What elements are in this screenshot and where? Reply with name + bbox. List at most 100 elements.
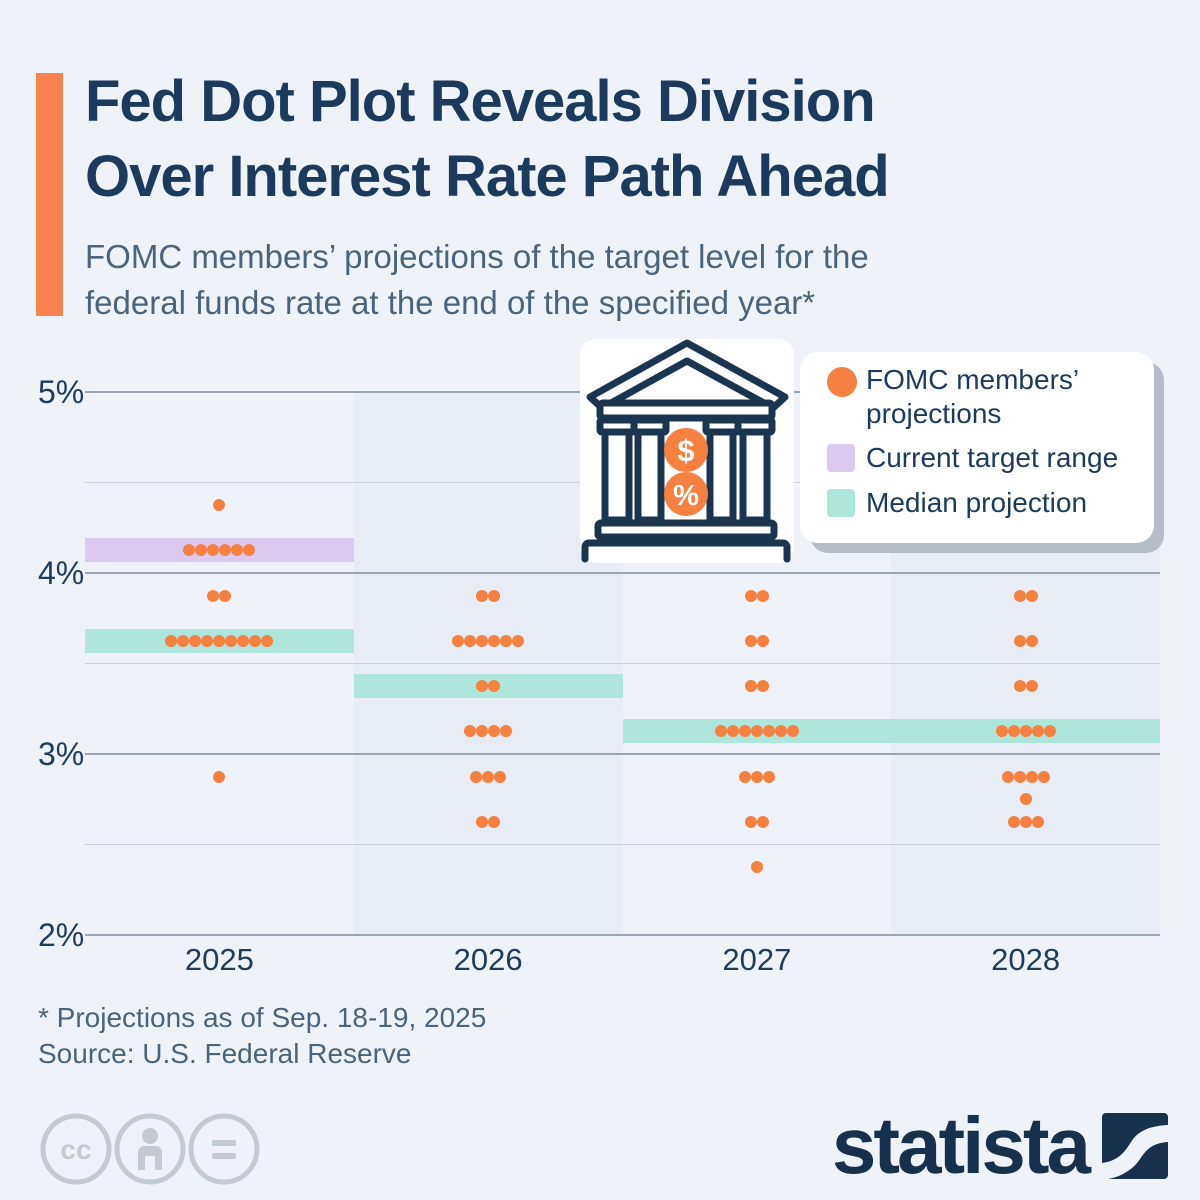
projection-dot-row — [1013, 680, 1038, 693]
projection-dot-row — [183, 544, 256, 557]
fomc-projection-dot — [995, 725, 1008, 738]
fomc-projection-dot — [726, 725, 739, 738]
gridline — [85, 934, 1160, 936]
fomc-projection-dot — [738, 770, 751, 783]
fomc-projection-dot — [1025, 589, 1038, 602]
x-axis-label-2028: 2028 — [991, 942, 1061, 977]
fomc-projection-dot — [744, 680, 757, 693]
fomc-projection-dot — [744, 815, 757, 828]
projection-dot-row — [995, 725, 1056, 738]
fomc-projection-dot — [482, 770, 495, 783]
fomc-projection-dot — [488, 634, 501, 647]
fomc-projection-dot — [494, 770, 507, 783]
fomc-projection-dot — [213, 499, 226, 512]
fomc-projection-dot — [476, 680, 489, 693]
projection-dot-row — [1013, 589, 1038, 602]
footnote: * Projections as of Sep. 18-19, 2025 — [38, 1002, 487, 1033]
y-axis-label: 4% — [38, 555, 85, 591]
fomc-projection-dot — [1031, 725, 1044, 738]
fomc-projection-dot — [1019, 793, 1032, 806]
x-axis-label-2027: 2027 — [722, 942, 792, 977]
legend-label-target-range: Current target range — [866, 442, 1119, 473]
bank-icon: $ % — [580, 339, 794, 563]
statista-logo[interactable]: statista — [832, 1100, 1168, 1192]
projection-dot-row — [1007, 815, 1044, 828]
fomc-projection-dot — [452, 634, 465, 647]
fomc-projection-dot — [1013, 634, 1026, 647]
projection-dot-row — [744, 589, 769, 602]
cc-icon[interactable] — [40, 1113, 112, 1185]
fomc-projection-dot — [225, 634, 238, 647]
projection-dot-row — [738, 770, 775, 783]
legend-label-median: Median projection — [866, 487, 1088, 518]
fomc-projection-dot — [1013, 589, 1026, 602]
fomc-projection-dot — [195, 544, 208, 557]
fomc-projection-dot — [183, 544, 196, 557]
y-axis-label: 2% — [38, 917, 85, 953]
equals-icon[interactable] — [188, 1113, 260, 1185]
projection-dot-row — [1001, 770, 1050, 783]
fomc-projection-dot — [786, 725, 799, 738]
fomc-projection-dot — [1013, 680, 1026, 693]
fomc-projection-dot — [464, 634, 477, 647]
fomc-projection-dot — [476, 634, 489, 647]
projection-dot-row — [750, 861, 763, 874]
fomc-projection-dot — [1007, 815, 1020, 828]
y-axis-label: 5% — [38, 374, 85, 410]
title-line-1: Fed Dot Plot Reveals Division — [85, 69, 876, 134]
fomc-projection-dot — [714, 725, 727, 738]
cc-license-icons[interactable]: cc — [38, 1110, 298, 1188]
fomc-projection-dot — [750, 725, 763, 738]
gridline — [85, 843, 1160, 845]
fomc-projection-dot — [476, 725, 489, 738]
fomc-projection-dot — [1025, 634, 1038, 647]
projection-dot-row — [714, 725, 799, 738]
projection-dot-row — [1019, 793, 1032, 806]
fomc-projection-dot — [231, 544, 244, 557]
fomc-projection-dot — [201, 634, 214, 647]
fomc-projection-dot — [750, 861, 763, 874]
source-line: Source: U.S. Federal Reserve — [38, 1038, 412, 1069]
gridline — [85, 662, 1160, 664]
svg-text:$: $ — [677, 433, 694, 468]
projection-dot-row — [476, 815, 501, 828]
projection-dot-row — [213, 499, 226, 512]
fomc-projection-dot — [756, 589, 769, 602]
fomc-projection-dot — [738, 725, 751, 738]
fomc-projection-dot — [488, 680, 501, 693]
projection-dot-row — [1013, 634, 1038, 647]
fomc-projection-dot — [774, 725, 787, 738]
fomc-projection-dot — [213, 634, 226, 647]
fomc-projection-dot — [1001, 770, 1014, 783]
svg-text:cc: cc — [60, 1134, 91, 1165]
fomc-projection-dot — [1043, 725, 1056, 738]
projection-dot-row — [744, 634, 769, 647]
projection-dot-row — [744, 680, 769, 693]
page-title: Fed Dot Plot Reveals Division Over Inter… — [85, 64, 890, 214]
fomc-projection-dot — [488, 725, 501, 738]
fomc-projection-dot — [512, 634, 525, 647]
fomc-projections-swatch — [827, 367, 857, 397]
fomc-projection-dot — [476, 589, 489, 602]
gridline — [85, 572, 1160, 574]
fomc-projection-dot — [1037, 770, 1050, 783]
chart-legend: FOMC members’ projections Current target… — [800, 352, 1154, 543]
projection-dot-row — [470, 770, 507, 783]
fomc-projection-dot — [1025, 680, 1038, 693]
fomc-projection-dot — [219, 544, 232, 557]
fomc-projection-dot — [756, 680, 769, 693]
projection-dot-row — [464, 725, 513, 738]
fomc-projection-dot — [464, 725, 477, 738]
fomc-projection-dot — [1031, 815, 1044, 828]
fomc-projection-dot — [488, 815, 501, 828]
fomc-projection-dot — [219, 589, 232, 602]
subtitle-line-2: federal funds rate at the end of the spe… — [85, 284, 816, 321]
fomc-projection-dot — [261, 634, 274, 647]
person-icon[interactable] — [114, 1113, 186, 1185]
subtitle-line-1: FOMC members’ projections of the target … — [85, 238, 869, 275]
title-line-2: Over Interest Rate Path Ahead — [85, 144, 890, 209]
projection-dot-row — [744, 815, 769, 828]
projection-dot-row — [452, 634, 525, 647]
fomc-projection-dot — [207, 544, 220, 557]
